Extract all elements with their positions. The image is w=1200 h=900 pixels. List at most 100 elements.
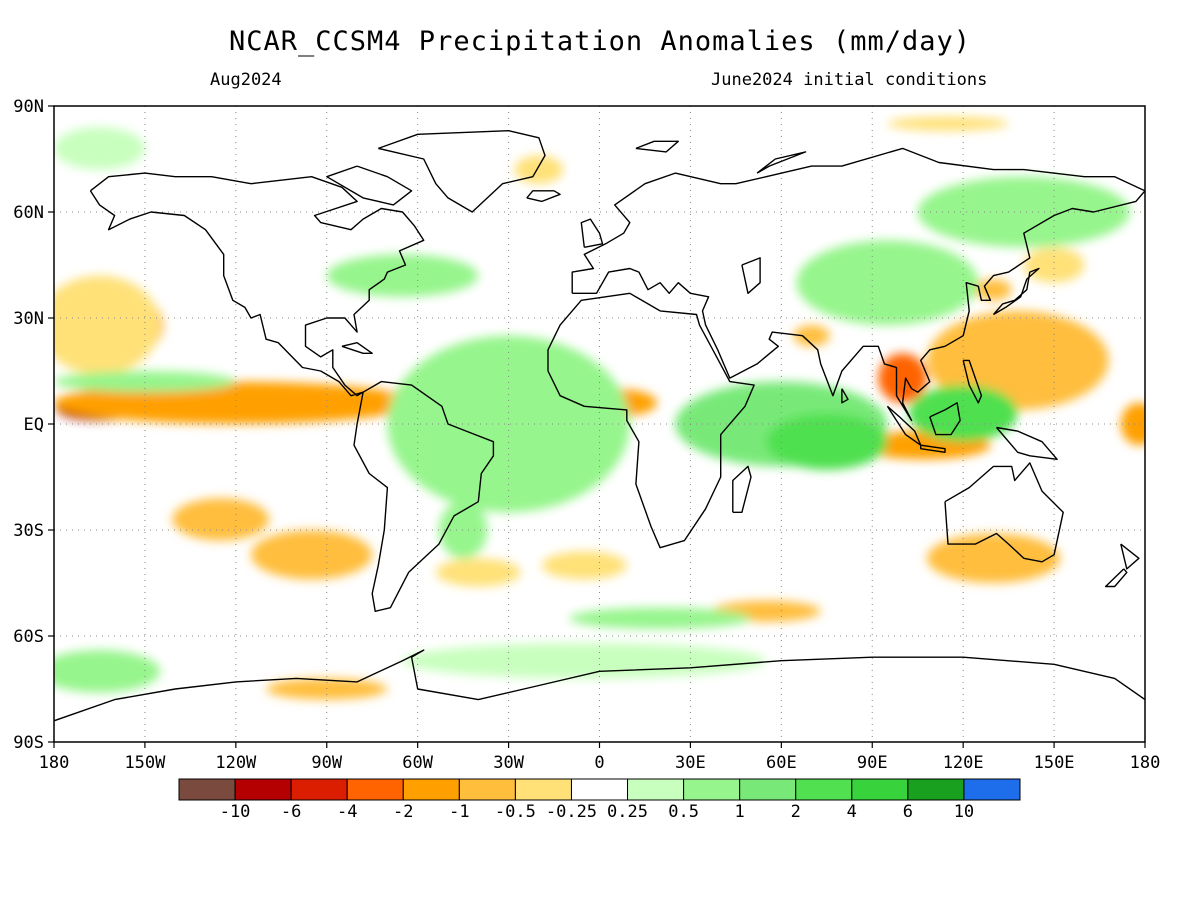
colorbar-swatch <box>290 778 348 801</box>
coastline-south-america <box>353 380 495 612</box>
colorbar-swatch <box>963 778 1021 801</box>
anomaly-region <box>402 643 767 679</box>
anomaly-region <box>172 498 270 541</box>
anomaly-region <box>54 127 145 170</box>
colorbar-swatch <box>739 778 797 801</box>
anomaly-region <box>766 413 888 470</box>
coastline-eurasia <box>571 147 1145 422</box>
colorbar: -10 -6 -4 -2 -1 -0.5 -0.25 0.25 0.5 1 2 4 6 10 <box>178 778 1021 822</box>
anomaly-region <box>908 385 1018 442</box>
lon-tick-label: 180 <box>1130 753 1161 773</box>
colorbar-swatch <box>458 778 516 801</box>
anomaly-region <box>250 530 373 580</box>
anomaly-region <box>975 279 1012 301</box>
anomaly-region <box>541 551 627 580</box>
lat-tick-label: EQ <box>24 415 44 435</box>
coastline-iceland <box>526 190 561 203</box>
lat-tick-label: 30N <box>13 309 44 329</box>
lon-tick-label: 150W <box>124 753 166 773</box>
coastline-greenland <box>378 129 546 213</box>
colorbar-swatch <box>570 778 629 801</box>
colorbar-swatch <box>851 778 909 801</box>
anomaly-region <box>926 533 1061 583</box>
anomaly-region <box>266 678 388 700</box>
colorbar-tick-label: -1 <box>449 802 469 822</box>
lon-tick-label: 90E <box>857 753 888 773</box>
coastline-novaya-zemlya <box>756 151 807 174</box>
coastline-caspian <box>741 257 761 294</box>
anomaly-region <box>917 176 1130 248</box>
lon-tick-label: 30W <box>493 753 524 773</box>
lat-tick-label: 30S <box>13 521 44 541</box>
coastline-africa <box>547 292 755 549</box>
lat-tick-label: 60S <box>13 627 44 647</box>
lon-tick-label: 120E <box>943 753 984 773</box>
colorbar-tick-label: -2 <box>393 802 413 822</box>
lon-tick-label: 60W <box>402 753 433 773</box>
anomaly-region <box>887 116 1009 131</box>
coastline-sri-lanka <box>841 388 849 404</box>
lon-tick-label: 0 <box>594 753 604 773</box>
colorbar-swatch <box>402 778 460 801</box>
colorbar-tick-label: 10 <box>954 802 974 822</box>
anomaly-region <box>54 371 236 393</box>
coastline-philippines <box>962 359 983 404</box>
colorbar-swatch <box>346 778 404 801</box>
colorbar-swatch <box>627 778 685 801</box>
coastline-madagascar <box>732 465 752 513</box>
lon-tick-label: 120W <box>215 753 257 773</box>
forecast-month-label: Aug2024 <box>210 70 282 90</box>
colorbar-tick-label: 1 <box>735 802 745 822</box>
coastline-australia <box>944 462 1064 563</box>
coastline-borneo <box>929 402 961 436</box>
colorbar-swatch <box>178 778 236 801</box>
chart-title: NCAR_CCSM4 Precipitation Anomalies (mm/d… <box>229 26 971 57</box>
lon-tick-label: 180 <box>39 753 70 773</box>
coastline-baffin <box>326 165 413 206</box>
coastline-japan <box>992 267 1040 316</box>
colorbar-tick-label: -0.5 <box>495 802 536 822</box>
anomaly-region <box>326 254 479 297</box>
anomaly-region <box>54 275 161 375</box>
anomaly-region <box>438 501 488 559</box>
coastline-cuba <box>341 342 373 354</box>
longitude-axis: 180 150W 120W 90W 60W 30W 0 30E 60E 90E 120E 150E 18… <box>39 742 1161 773</box>
colorbar-swatch <box>514 778 572 801</box>
anomaly-region <box>1120 402 1145 446</box>
anomaly-region <box>54 650 161 693</box>
coastline-sumatra <box>886 405 922 446</box>
coastlines <box>54 129 1145 722</box>
graticule <box>54 106 1145 742</box>
anomaly-region <box>926 310 1109 410</box>
initial-conditions-label: June2024 initial conditions <box>711 70 988 90</box>
lat-tick-label: 60N <box>13 203 44 223</box>
coastline-java <box>920 444 946 453</box>
colorbar-tick-label: 4 <box>847 802 857 822</box>
coastline-new-zealand <box>1120 543 1140 570</box>
anomaly-region <box>796 240 979 326</box>
colorbar-tick-label: -6 <box>281 802 301 822</box>
colorbar-swatch <box>234 778 292 801</box>
colorbar-tick-label: 0.25 <box>607 802 648 822</box>
colorbar-swatch <box>795 778 853 801</box>
lon-tick-label: 150E <box>1034 753 1075 773</box>
coastline-new-guinea <box>995 426 1058 460</box>
colorbar-tick-label: -0.25 <box>546 802 597 822</box>
colorbar-tick-label: 0.5 <box>668 802 699 822</box>
coastline-antarctica <box>54 649 1145 722</box>
anomaly-region <box>569 607 752 629</box>
lon-tick-label: 90W <box>311 753 342 773</box>
anomaly-region <box>514 155 564 184</box>
colorbar-tick-label: 2 <box>791 802 801 822</box>
lat-tick-label: 90S <box>13 733 44 753</box>
colorbar-swatch <box>907 778 965 801</box>
coastline-svalbard <box>635 140 679 153</box>
colorbar-swatch <box>683 778 741 801</box>
anomaly-region <box>1023 247 1085 283</box>
anomaly-region <box>793 325 830 347</box>
colorbar-tick-label: 6 <box>903 802 913 822</box>
coastline-north-america <box>89 172 425 397</box>
colorbar-tick-label: -10 <box>220 802 251 822</box>
anomaly-region <box>435 558 521 587</box>
